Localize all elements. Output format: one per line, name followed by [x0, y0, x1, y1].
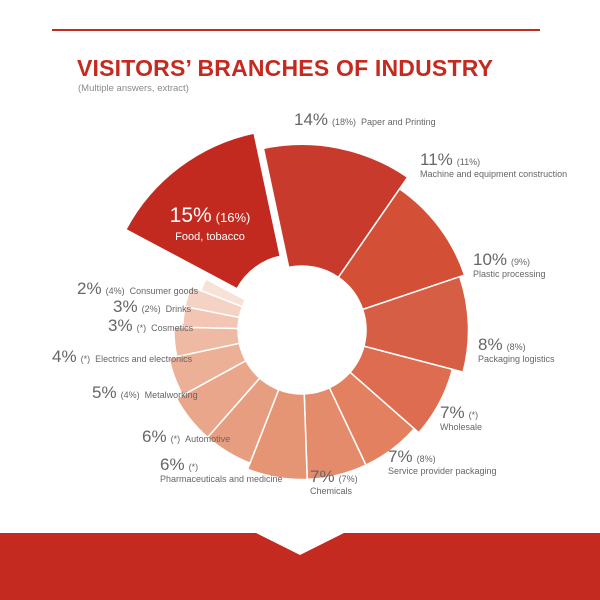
- slice-category-label: Chemicals: [310, 486, 353, 496]
- slice-value-label: 6% (*) Automotive: [142, 427, 230, 446]
- slice-value-label: 7% (8%): [388, 447, 436, 466]
- page-subtitle: (Multiple answers, extract): [78, 83, 189, 94]
- slice-value-label: 4% (*) Electrics and electronics: [52, 347, 193, 366]
- label-service-provider-packaging: 7% (8%)Service provider packaging: [388, 447, 497, 476]
- label-automotive: 6% (*) Automotive: [142, 427, 230, 446]
- label-cosmetics: 3% (*) Cosmetics: [108, 316, 194, 335]
- slice-value-label: 7% (7%): [310, 467, 358, 486]
- slice-value-label: 3% (2%) Drinks: [113, 297, 192, 316]
- slice-paper-and-printing: [262, 143, 409, 279]
- label-consumer-goods: 2% (4%) Consumer goods: [77, 279, 199, 298]
- label-wholesale: 7% (*)Wholesale: [440, 403, 482, 432]
- slice-machine-and-equipment-construction: [337, 187, 466, 311]
- slice-food-tobacco: [124, 132, 282, 290]
- label-metalworking: 5% (4%) Metalworking: [92, 383, 198, 402]
- slice-value-label: 14% (18%) Paper and Printing: [294, 110, 436, 129]
- label-pharmaceuticals-and-medicine: 6% (*)Pharmaceuticals and medicine: [160, 455, 283, 484]
- slice-value-label: 5% (4%) Metalworking: [92, 383, 198, 402]
- slice-value-label: 15% (16%): [170, 204, 251, 227]
- slice-plastic-processing: [361, 275, 470, 374]
- slice-value-label: 6% (*): [160, 455, 198, 474]
- label-drinks: 3% (2%) Drinks: [113, 297, 192, 316]
- label-paper-and-printing: 14% (18%) Paper and Printing: [294, 110, 436, 129]
- slice-category-label: Pharmaceuticals and medicine: [160, 474, 283, 484]
- label-electrics-and-electronics: 4% (*) Electrics and electronics: [52, 347, 193, 366]
- slice-category-label: Wholesale: [440, 422, 482, 432]
- slice-value-label: 10% (9%): [473, 250, 530, 269]
- label-chemicals: 7% (7%)Chemicals: [310, 467, 358, 496]
- slice-value-label: 11% (11%): [420, 150, 480, 169]
- slice-consumer-goods: [199, 277, 247, 308]
- page-title: VISITORS’ BRANCHES OF INDUSTRY: [77, 55, 494, 81]
- slice-value-label: 3% (*) Cosmetics: [108, 316, 194, 335]
- top-divider: [52, 29, 540, 31]
- slice-value-label: 7% (*): [440, 403, 478, 422]
- slice-category-label: Food, tobacco: [175, 231, 245, 243]
- label-packaging-logistics: 8% (8%)Packaging logistics: [478, 335, 555, 364]
- slice-automotive: [175, 359, 261, 439]
- slice-packaging-logistics: [348, 345, 454, 434]
- footer-notch-band: [0, 533, 600, 600]
- slice-chemicals: [246, 388, 308, 481]
- footer-band: [0, 533, 600, 600]
- label-plastic-processing: 10% (9%)Plastic processing: [473, 250, 546, 279]
- slice-category-label: Plastic processing: [473, 269, 546, 279]
- slice-value-label: 2% (4%) Consumer goods: [77, 279, 199, 298]
- label-food-tobacco: 15% (16%) Food, tobacco: [170, 204, 251, 243]
- label-machine-and-equipment-construction: 11% (11%)Machine and equipment constructi…: [420, 150, 567, 179]
- slice-category-label: Packaging logistics: [478, 354, 555, 364]
- slice-category-label: Machine and equipment construction: [420, 169, 567, 179]
- slice-category-label: Service provider packaging: [388, 466, 497, 476]
- slice-value-label: 8% (8%): [478, 335, 526, 354]
